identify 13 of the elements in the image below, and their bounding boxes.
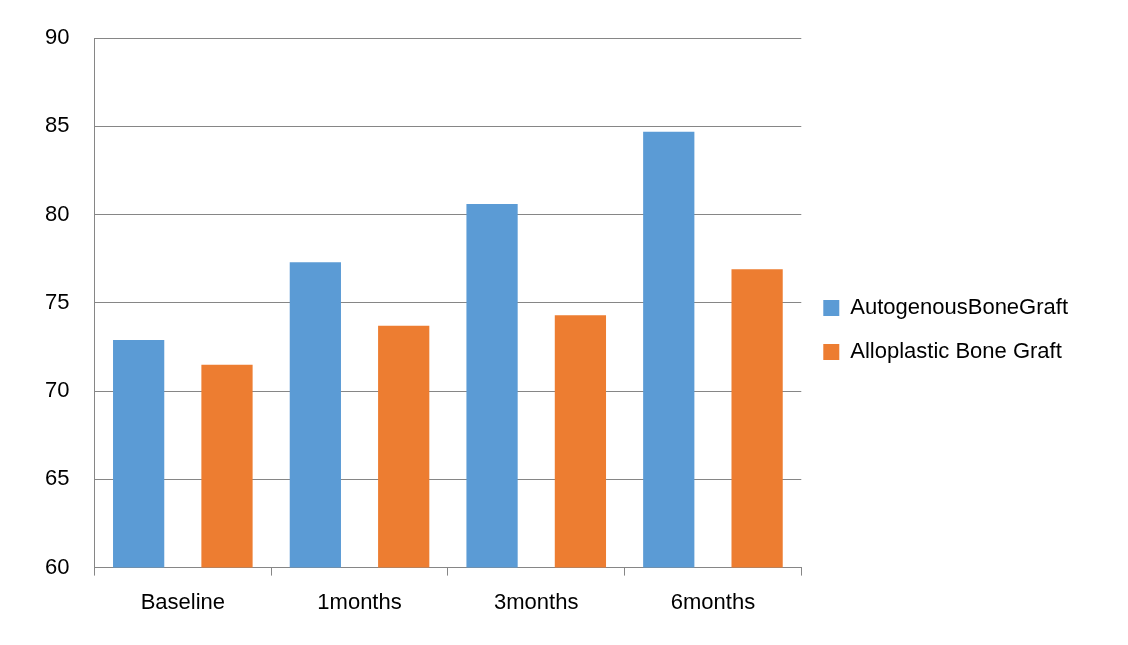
x-tick-label: 6months (670, 588, 756, 614)
legend-label: AutogenousBoneGraft (850, 294, 1069, 320)
y-tick-label: 65 (44, 465, 70, 491)
y-tick-label: 60 (44, 553, 70, 579)
y-tick-label: 80 (44, 200, 70, 226)
x-tick-label: 1months (317, 588, 402, 614)
y-tick-label: 75 (44, 288, 70, 314)
x-tick-label: 3months (494, 588, 579, 614)
y-tick-label: 90 (44, 24, 70, 50)
y-tick-label: 85 (44, 112, 70, 138)
y-tick-label: 70 (44, 377, 70, 403)
legend-label: Alloplastic Bone Graft (850, 338, 1062, 364)
x-tick-label: Baseline (140, 588, 226, 614)
